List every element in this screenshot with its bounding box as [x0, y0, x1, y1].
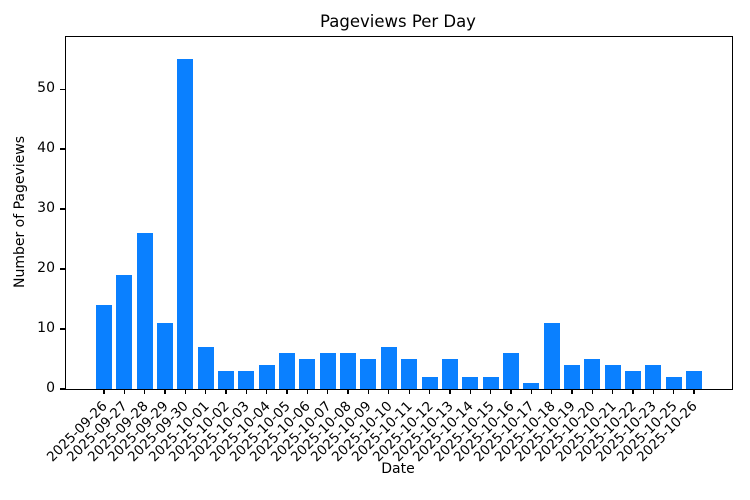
y-tick-mark: [59, 388, 65, 390]
x-tick-mark: [591, 389, 593, 394]
x-tick-mark: [489, 389, 492, 394]
x-tick-mark: [611, 389, 614, 394]
x-tick-mark: [632, 389, 634, 394]
y-tick-mark: [59, 148, 65, 150]
x-tick-mark: [530, 389, 532, 394]
x-tick-mark: [449, 389, 451, 394]
x-tick-mark: [123, 389, 125, 394]
x-tick-mark: [428, 389, 431, 394]
bars-container: [96, 37, 702, 389]
x-tick-mark: [367, 389, 370, 394]
y-tick-label: 0: [46, 380, 55, 396]
y-tick-mark: [59, 208, 65, 210]
bar-2025-10-23: [645, 365, 662, 389]
bar-2025-10-19: [563, 365, 580, 389]
y-tick-label: 40: [37, 140, 55, 157]
bar-2025-09-27: [116, 275, 133, 389]
x-tick-mark: [673, 389, 675, 394]
x-tick-mark: [144, 389, 146, 394]
bar-2025-10-21: [604, 365, 621, 389]
bar-2025-09-30: [177, 59, 194, 389]
bar-2025-10-20: [584, 359, 601, 389]
bar-2025-10-10: [380, 347, 397, 389]
y-tick-mark: [59, 328, 65, 330]
x-tick-mark: [103, 389, 105, 394]
bar-2025-10-02: [218, 371, 235, 389]
x-tick-mark: [693, 389, 695, 394]
bar-2025-10-12: [421, 377, 438, 389]
bar-2025-10-16: [502, 353, 519, 389]
x-tick-mark: [266, 389, 268, 394]
bar-2025-10-25: [665, 377, 682, 389]
x-axis-label: Date: [381, 461, 415, 477]
bar-2025-10-07: [319, 353, 336, 389]
bar-2025-10-04: [258, 365, 275, 389]
x-tick-mark: [469, 389, 471, 394]
x-tick-mark: [388, 389, 390, 394]
x-tick-mark: [184, 389, 187, 394]
y-tick-label: 20: [37, 260, 55, 277]
x-tick-mark: [347, 389, 349, 394]
x-tick-mark: [327, 389, 329, 394]
bar-2025-10-17: [523, 383, 540, 389]
bar-2025-10-09: [360, 359, 377, 389]
bar-2025-10-08: [340, 353, 357, 389]
bar-2025-10-26: [685, 371, 702, 389]
y-tick-label: 30: [37, 200, 55, 217]
bar-2025-10-05: [279, 353, 296, 389]
y-tick-mark: [59, 268, 65, 270]
x-tick-mark: [205, 389, 207, 394]
x-tick-mark: [652, 389, 654, 394]
x-tick-mark: [286, 389, 288, 394]
x-tick-mark: [306, 389, 309, 394]
bar-2025-10-06: [299, 359, 316, 389]
bar-2025-10-22: [624, 371, 641, 389]
bar-2025-09-29: [157, 323, 174, 389]
bar-2025-10-15: [482, 377, 499, 389]
bar-2025-10-01: [197, 347, 214, 389]
chart-title: Pageviews Per Day: [320, 12, 476, 31]
plot-area: [59, 36, 733, 394]
y-tick-label: 50: [37, 80, 55, 97]
y-tick-label: 10: [37, 320, 55, 337]
bar-2025-10-13: [441, 359, 458, 389]
x-tick-mark: [550, 389, 553, 394]
x-tick-mark: [164, 389, 166, 394]
bar-2025-10-14: [462, 377, 479, 389]
x-tick-mark: [571, 389, 573, 394]
bar-2025-10-11: [401, 359, 418, 389]
x-tick-mark: [245, 389, 248, 394]
bar-2025-09-28: [136, 233, 153, 389]
x-tick-mark: [510, 389, 512, 394]
bar-2025-10-03: [238, 371, 255, 389]
bar-2025-10-18: [543, 323, 560, 389]
bar-2025-09-26: [96, 305, 112, 389]
x-tick-mark: [225, 389, 227, 394]
y-tick-mark: [59, 88, 65, 90]
x-tick-mark: [408, 389, 410, 394]
